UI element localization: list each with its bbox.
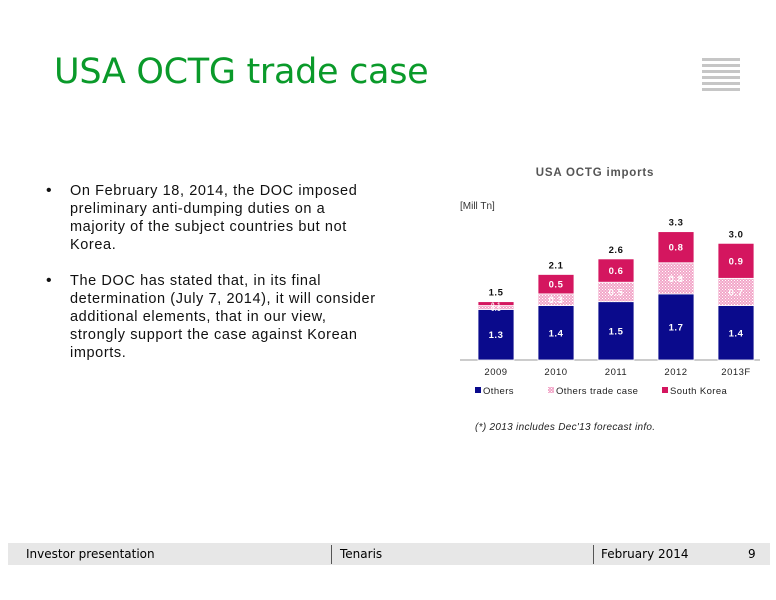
total-label: 1.5 bbox=[489, 288, 504, 299]
data-label: 1.7 bbox=[669, 322, 684, 333]
legend-swatch bbox=[662, 387, 668, 393]
data-label: 0.1 bbox=[491, 307, 501, 313]
chart-title: USA OCTG imports bbox=[536, 167, 654, 179]
legend-swatch bbox=[548, 387, 554, 393]
legend-label: South Korea bbox=[670, 386, 728, 397]
bars-group: 1.3 0.10.1 1.5 2009 1.4 0.3 0.5 2.1 2010 1.5 0.5 0.… bbox=[477, 218, 755, 378]
bar-segment bbox=[657, 293, 695, 361]
bar-segment bbox=[597, 258, 635, 283]
data-label: 0.1 bbox=[491, 303, 501, 309]
bar-segment bbox=[537, 274, 575, 295]
bullet-list: • On February 18, 2014, the DOC imposed … bbox=[46, 182, 376, 380]
bullet-item: • The DOC has stated that, in its final … bbox=[46, 272, 376, 362]
legend-swatch bbox=[475, 387, 481, 393]
data-label: 1.3 bbox=[489, 330, 504, 341]
total-label: 2.1 bbox=[549, 260, 564, 271]
bullet-item: • On February 18, 2014, the DOC imposed … bbox=[46, 182, 376, 254]
data-label: 0.8 bbox=[669, 243, 684, 254]
legend-label: Others bbox=[483, 386, 514, 397]
bullet-icon: • bbox=[46, 272, 53, 289]
data-label: 0.5 bbox=[609, 287, 624, 298]
data-label: 0.6 bbox=[609, 266, 624, 277]
data-label: 1.4 bbox=[729, 328, 744, 339]
x-tick-label: 2009 bbox=[484, 367, 507, 378]
chart-footnote: (*) 2013 includes Dec'13 forecast info. bbox=[475, 422, 655, 433]
total-label: 2.6 bbox=[609, 245, 624, 256]
footer-date: February 2014 bbox=[601, 547, 689, 561]
legend-label: Others trade case bbox=[556, 386, 638, 397]
chart-legend: Others Others trade case South Korea bbox=[475, 386, 728, 397]
chart-svg: USA OCTG imports [Mill Tn] 1.3 0.10.1 1.5 2… bbox=[460, 167, 760, 433]
footer-divider bbox=[331, 545, 332, 564]
total-label: 3.3 bbox=[669, 218, 684, 229]
bar-segment bbox=[717, 242, 755, 279]
bar-segment bbox=[477, 309, 515, 361]
x-tick-label: 2012 bbox=[664, 367, 687, 378]
data-label: 1.5 bbox=[609, 326, 624, 337]
data-label: 1.4 bbox=[549, 328, 564, 339]
data-label: 0.8 bbox=[669, 274, 684, 285]
data-label: 0.3 bbox=[549, 295, 564, 306]
x-tick-label: 2011 bbox=[605, 367, 627, 378]
bar-segment bbox=[477, 301, 515, 306]
total-label: 3.0 bbox=[729, 229, 744, 240]
data-label: 0.7 bbox=[729, 287, 744, 298]
bar-segment bbox=[537, 305, 575, 361]
bar-segment bbox=[657, 231, 695, 264]
imports-chart: USA OCTG imports [Mill Tn] 1.3 0.1 0.1 1.5 2… bbox=[440, 160, 770, 440]
x-tick-label: 2013F bbox=[721, 367, 750, 378]
data-label: 0.5 bbox=[549, 280, 564, 291]
footer-presentation-name: Investor presentation bbox=[26, 547, 155, 561]
footer-bar: Investor presentation Tenaris February 2… bbox=[8, 543, 770, 565]
footer-divider bbox=[593, 545, 594, 564]
bullet-icon: • bbox=[46, 182, 53, 199]
data-label: 0.9 bbox=[729, 256, 744, 267]
chart-unit-label: [Mill Tn] bbox=[460, 201, 495, 212]
company-logo bbox=[702, 58, 740, 94]
footer-page-number: 9 bbox=[748, 547, 756, 561]
slide-title: USA OCTG trade case bbox=[54, 52, 429, 92]
bullet-text: On February 18, 2014, the DOC imposed pr… bbox=[70, 183, 358, 253]
x-tick-label: 2010 bbox=[544, 367, 567, 378]
bullet-text: The DOC has stated that, in its final de… bbox=[70, 273, 376, 361]
footer-company: Tenaris bbox=[340, 547, 383, 561]
